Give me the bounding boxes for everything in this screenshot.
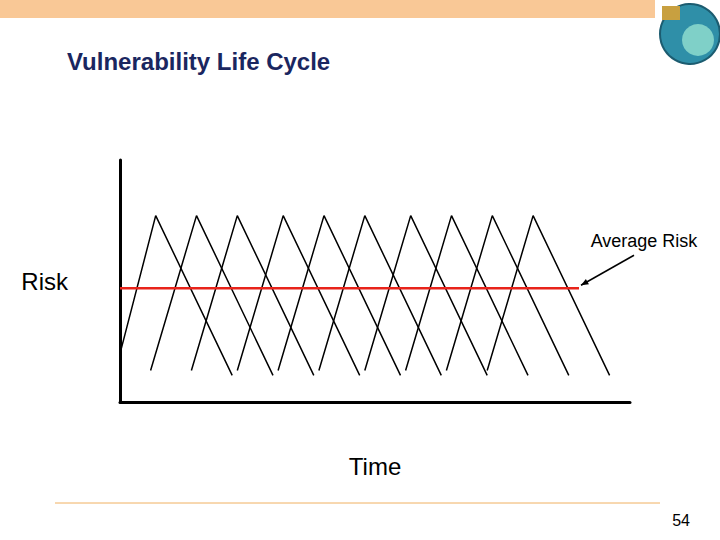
svg-text:Vulnerability Life Cycle: Vulnerability Life Cycle: [67, 48, 330, 75]
svg-text:Time: Time: [349, 453, 401, 480]
svg-text:54: 54: [672, 512, 690, 529]
svg-text:Risk: Risk: [21, 268, 69, 295]
svg-text:Average Risk: Average Risk: [591, 231, 699, 251]
